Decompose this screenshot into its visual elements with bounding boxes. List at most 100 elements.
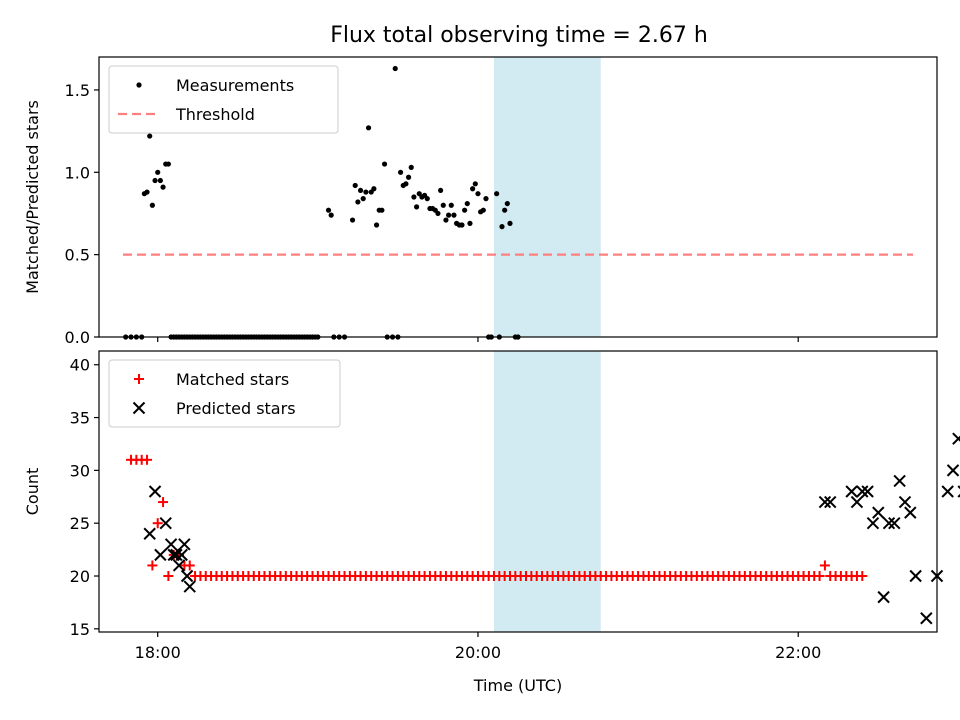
highlight-span (493, 57, 601, 337)
data-point (850, 495, 864, 509)
legend: Matched stars Predicted stars (108, 359, 341, 428)
x-marker-b (904, 506, 917, 519)
data-point (157, 177, 163, 184)
legend-label: Matched stars (176, 370, 289, 389)
series-predicted-stars (143, 432, 960, 625)
x-marker-b (159, 516, 172, 530)
data-point (154, 548, 167, 562)
data-point (499, 224, 505, 230)
y-tick-label: 1.0 (65, 163, 90, 182)
data-point (363, 189, 369, 195)
y-axis-label: Count (23, 468, 42, 516)
data-point (464, 200, 470, 207)
data-point (856, 485, 869, 498)
y-tick-label: 30 (70, 461, 90, 480)
data-point (470, 186, 476, 192)
data-point (149, 202, 155, 208)
data-point (163, 571, 174, 582)
x-tick-label: 22:00 (775, 643, 821, 662)
data-point (184, 560, 195, 571)
data-point (328, 212, 334, 218)
legend-box (108, 65, 339, 134)
x-marker-b (824, 495, 837, 509)
x-marker-b (164, 538, 178, 551)
data-point (819, 560, 830, 571)
data-point (904, 506, 917, 519)
axes-frame (98, 56, 938, 338)
data-point (172, 559, 186, 572)
data-point (494, 191, 500, 197)
data-point (144, 189, 150, 195)
data-point (909, 569, 922, 583)
x-marker-b (172, 559, 186, 572)
data-point (814, 571, 825, 582)
data-point (424, 196, 430, 202)
x-tick-label: 20:00 (455, 643, 501, 662)
data-point (882, 516, 896, 530)
data-point (381, 161, 388, 167)
data-point (443, 217, 449, 223)
data-point (155, 169, 161, 175)
series-matched-stars (126, 454, 868, 582)
data-point (898, 495, 912, 509)
data-point (451, 212, 457, 218)
x-marker-b (861, 485, 874, 498)
data-point (165, 161, 171, 167)
data-point (180, 569, 194, 583)
x-marker-b (877, 590, 890, 604)
data-point (866, 516, 880, 530)
data-point (872, 506, 885, 519)
data-point (411, 194, 417, 200)
data-point (861, 485, 874, 498)
top-panel: 0.0 0.5 1.0 1.5 Matched/Predicted stars Measu… (23, 56, 938, 347)
legend-x-icon (132, 401, 146, 415)
data-point (147, 560, 158, 571)
data-point (152, 518, 163, 529)
x-marker-b (850, 495, 864, 509)
chart-title: Flux total observing time = 2.67 h (330, 23, 708, 48)
data-point (392, 65, 398, 72)
data-point (888, 516, 901, 530)
bottom-panel: 15202530354018:0020:0022:0000:0002:0004:… (23, 350, 960, 695)
data-point (183, 580, 196, 593)
x-marker-b (941, 485, 954, 498)
highlight-span (493, 351, 601, 632)
data-point (178, 538, 191, 551)
legend-label: Measurements (176, 76, 294, 95)
data-point (845, 485, 858, 498)
data-point (148, 485, 162, 498)
data-point (877, 590, 890, 604)
y-tick-label: 0.0 (65, 328, 90, 347)
data-point (818, 495, 832, 509)
x-marker-b (920, 612, 933, 625)
data-point (379, 207, 385, 213)
data-point (480, 207, 486, 213)
legend-dot-icon (136, 82, 142, 88)
data-point (355, 199, 361, 205)
legend-label: Threshold (175, 105, 255, 124)
x-marker-b (872, 506, 885, 519)
data-point (502, 207, 508, 213)
data-point (946, 464, 960, 477)
x-marker-b (148, 485, 162, 498)
x-marker-b (183, 580, 196, 593)
x-marker-b (866, 516, 880, 530)
y-tick-label: 35 (70, 409, 90, 428)
data-point (158, 497, 169, 508)
legend-box (108, 359, 341, 428)
data-point (475, 191, 481, 197)
x-marker-b (898, 495, 912, 509)
y-tick-label: 40 (70, 356, 90, 375)
x-marker-b (175, 548, 188, 562)
data-point (920, 612, 933, 625)
data-point (408, 164, 414, 170)
x-marker-b (882, 516, 896, 530)
y-tick-label: 15 (70, 620, 90, 639)
x-marker-b (856, 485, 869, 498)
data-point (446, 212, 452, 218)
data-point (403, 181, 409, 187)
data-point (893, 474, 906, 488)
data-point (349, 217, 356, 223)
data-point (459, 222, 465, 228)
x-marker-b (893, 474, 906, 488)
